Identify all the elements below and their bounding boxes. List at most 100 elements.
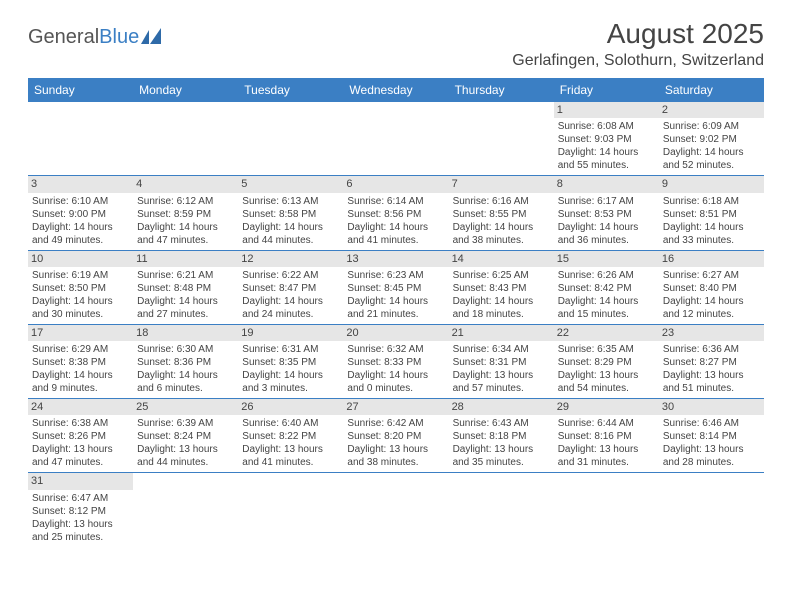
sunset-text: Sunset: 8:22 PM <box>242 430 339 443</box>
day-number: 11 <box>133 251 238 267</box>
day-number: 27 <box>343 399 448 415</box>
day-cell <box>449 473 554 547</box>
day-cell: 2Sunrise: 6:09 AMSunset: 9:02 PMDaylight… <box>659 102 764 176</box>
day-header: Wednesday <box>343 78 448 102</box>
sunset-text: Sunset: 8:58 PM <box>242 208 339 221</box>
daylight-text: Daylight: 14 hours and 24 minutes. <box>242 295 339 321</box>
day-cell: 28Sunrise: 6:43 AMSunset: 8:18 PMDayligh… <box>449 399 554 473</box>
daylight-text: Daylight: 14 hours and 30 minutes. <box>32 295 129 321</box>
day-number: 10 <box>28 251 133 267</box>
day-number: 28 <box>449 399 554 415</box>
sunset-text: Sunset: 8:53 PM <box>558 208 655 221</box>
day-number: 25 <box>133 399 238 415</box>
sunrise-text: Sunrise: 6:17 AM <box>558 195 655 208</box>
daylight-text: Daylight: 13 hours and 31 minutes. <box>558 443 655 469</box>
day-cell: 17Sunrise: 6:29 AMSunset: 8:38 PMDayligh… <box>28 324 133 398</box>
day-number: 14 <box>449 251 554 267</box>
day-number: 29 <box>554 399 659 415</box>
daylight-text: Daylight: 14 hours and 38 minutes. <box>453 221 550 247</box>
daylight-text: Daylight: 14 hours and 27 minutes. <box>137 295 234 321</box>
daylight-text: Daylight: 14 hours and 15 minutes. <box>558 295 655 321</box>
sunrise-text: Sunrise: 6:26 AM <box>558 269 655 282</box>
sunrise-text: Sunrise: 6:29 AM <box>32 343 129 356</box>
sunrise-text: Sunrise: 6:12 AM <box>137 195 234 208</box>
sunrise-text: Sunrise: 6:25 AM <box>453 269 550 282</box>
day-number: 7 <box>449 176 554 192</box>
sunset-text: Sunset: 8:55 PM <box>453 208 550 221</box>
day-cell: 16Sunrise: 6:27 AMSunset: 8:40 PMDayligh… <box>659 250 764 324</box>
day-header: Saturday <box>659 78 764 102</box>
daylight-text: Daylight: 13 hours and 44 minutes. <box>137 443 234 469</box>
day-header: Monday <box>133 78 238 102</box>
day-number: 17 <box>28 325 133 341</box>
week-row: 3Sunrise: 6:10 AMSunset: 9:00 PMDaylight… <box>28 176 764 250</box>
week-row: 10Sunrise: 6:19 AMSunset: 8:50 PMDayligh… <box>28 250 764 324</box>
day-cell: 10Sunrise: 6:19 AMSunset: 8:50 PMDayligh… <box>28 250 133 324</box>
sunrise-text: Sunrise: 6:44 AM <box>558 417 655 430</box>
day-cell <box>238 473 343 547</box>
day-cell: 8Sunrise: 6:17 AMSunset: 8:53 PMDaylight… <box>554 176 659 250</box>
day-number: 18 <box>133 325 238 341</box>
day-cell: 26Sunrise: 6:40 AMSunset: 8:22 PMDayligh… <box>238 399 343 473</box>
day-header: Sunday <box>28 78 133 102</box>
daylight-text: Daylight: 13 hours and 54 minutes. <box>558 369 655 395</box>
day-cell: 12 Sunrise: 6:22 AMSunset: 8:47 PMDayligh… <box>238 250 343 324</box>
day-number: 19 <box>238 325 343 341</box>
daylight-text: Daylight: 14 hours and 21 minutes. <box>347 295 444 321</box>
day-cell <box>449 102 554 176</box>
sunset-text: Sunset: 8:42 PM <box>558 282 655 295</box>
day-number: 16 <box>659 251 764 267</box>
sunrise-text: Sunrise: 6:13 AM <box>242 195 339 208</box>
logo-text-blue: Blue <box>99 26 139 49</box>
sunrise-text: Sunrise: 6:30 AM <box>137 343 234 356</box>
sunset-text: Sunset: 8:45 PM <box>347 282 444 295</box>
title-block: August 2025 Gerlafingen, Solothurn, Swit… <box>512 18 764 70</box>
week-row: 1Sunrise: 6:08 AMSunset: 9:03 PMDaylight… <box>28 102 764 176</box>
day-cell: 7 Sunrise: 6:16 AMSunset: 8:55 PMDaylight… <box>449 176 554 250</box>
day-header: Friday <box>554 78 659 102</box>
day-cell: 15Sunrise: 6:26 AMSunset: 8:42 PMDayligh… <box>554 250 659 324</box>
sunrise-text: Sunrise: 6:35 AM <box>558 343 655 356</box>
sunset-text: Sunset: 8:24 PM <box>137 430 234 443</box>
sunrise-text: Sunrise: 6:38 AM <box>32 417 129 430</box>
daylight-text: Daylight: 13 hours and 38 minutes. <box>347 443 444 469</box>
sunset-text: Sunset: 8:48 PM <box>137 282 234 295</box>
sunset-text: Sunset: 8:31 PM <box>453 356 550 369</box>
week-row: 24Sunrise: 6:38 AMSunset: 8:26 PMDayligh… <box>28 399 764 473</box>
location: Gerlafingen, Solothurn, Switzerland <box>512 52 764 70</box>
logo-text-general: General <box>28 26 99 49</box>
sunset-text: Sunset: 8:56 PM <box>347 208 444 221</box>
day-cell: 14Sunrise: 6:25 AMSunset: 8:43 PMDayligh… <box>449 250 554 324</box>
daylight-text: Daylight: 13 hours and 25 minutes. <box>32 518 129 544</box>
flag-icon <box>141 28 163 44</box>
day-cell: 25Sunrise: 6:39 AMSunset: 8:24 PMDayligh… <box>133 399 238 473</box>
sunrise-text: Sunrise: 6:42 AM <box>347 417 444 430</box>
day-number: 3 <box>28 176 133 192</box>
sunrise-text: Sunrise: 6:22 AM <box>242 269 339 282</box>
day-cell: 31Sunrise: 6:47 AMSunset: 8:12 PMDayligh… <box>28 473 133 547</box>
sunset-text: Sunset: 8:59 PM <box>137 208 234 221</box>
sunrise-text: Sunrise: 6:47 AM <box>32 492 129 505</box>
daylight-text: Daylight: 14 hours and 33 minutes. <box>663 221 760 247</box>
sunrise-text: Sunrise: 6:46 AM <box>663 417 760 430</box>
sunrise-text: Sunrise: 6:27 AM <box>663 269 760 282</box>
day-number: 21 <box>449 325 554 341</box>
sunset-text: Sunset: 8:47 PM <box>242 282 339 295</box>
sunrise-text: Sunrise: 6:16 AM <box>453 195 550 208</box>
daylight-text: Daylight: 14 hours and 55 minutes. <box>558 146 655 172</box>
daylight-text: Daylight: 14 hours and 41 minutes. <box>347 221 444 247</box>
day-number: 22 <box>554 325 659 341</box>
daylight-text: Daylight: 13 hours and 57 minutes. <box>453 369 550 395</box>
day-cell: 5Sunrise: 6:13 AMSunset: 8:58 PMDaylight… <box>238 176 343 250</box>
sunrise-text: Sunrise: 6:31 AM <box>242 343 339 356</box>
day-number: 12 <box>238 251 343 267</box>
sunset-text: Sunset: 8:27 PM <box>663 356 760 369</box>
sunrise-text: Sunrise: 6:09 AM <box>663 120 760 133</box>
sunrise-text: Sunrise: 6:14 AM <box>347 195 444 208</box>
day-cell: 6Sunrise: 6:14 AMSunset: 8:56 PMDaylight… <box>343 176 448 250</box>
daylight-text: Daylight: 14 hours and 36 minutes. <box>558 221 655 247</box>
daylight-text: Daylight: 14 hours and 47 minutes. <box>137 221 234 247</box>
day-cell: 27Sunrise: 6:42 AMSunset: 8:20 PMDayligh… <box>343 399 448 473</box>
sunrise-text: Sunrise: 6:34 AM <box>453 343 550 356</box>
day-number: 24 <box>28 399 133 415</box>
